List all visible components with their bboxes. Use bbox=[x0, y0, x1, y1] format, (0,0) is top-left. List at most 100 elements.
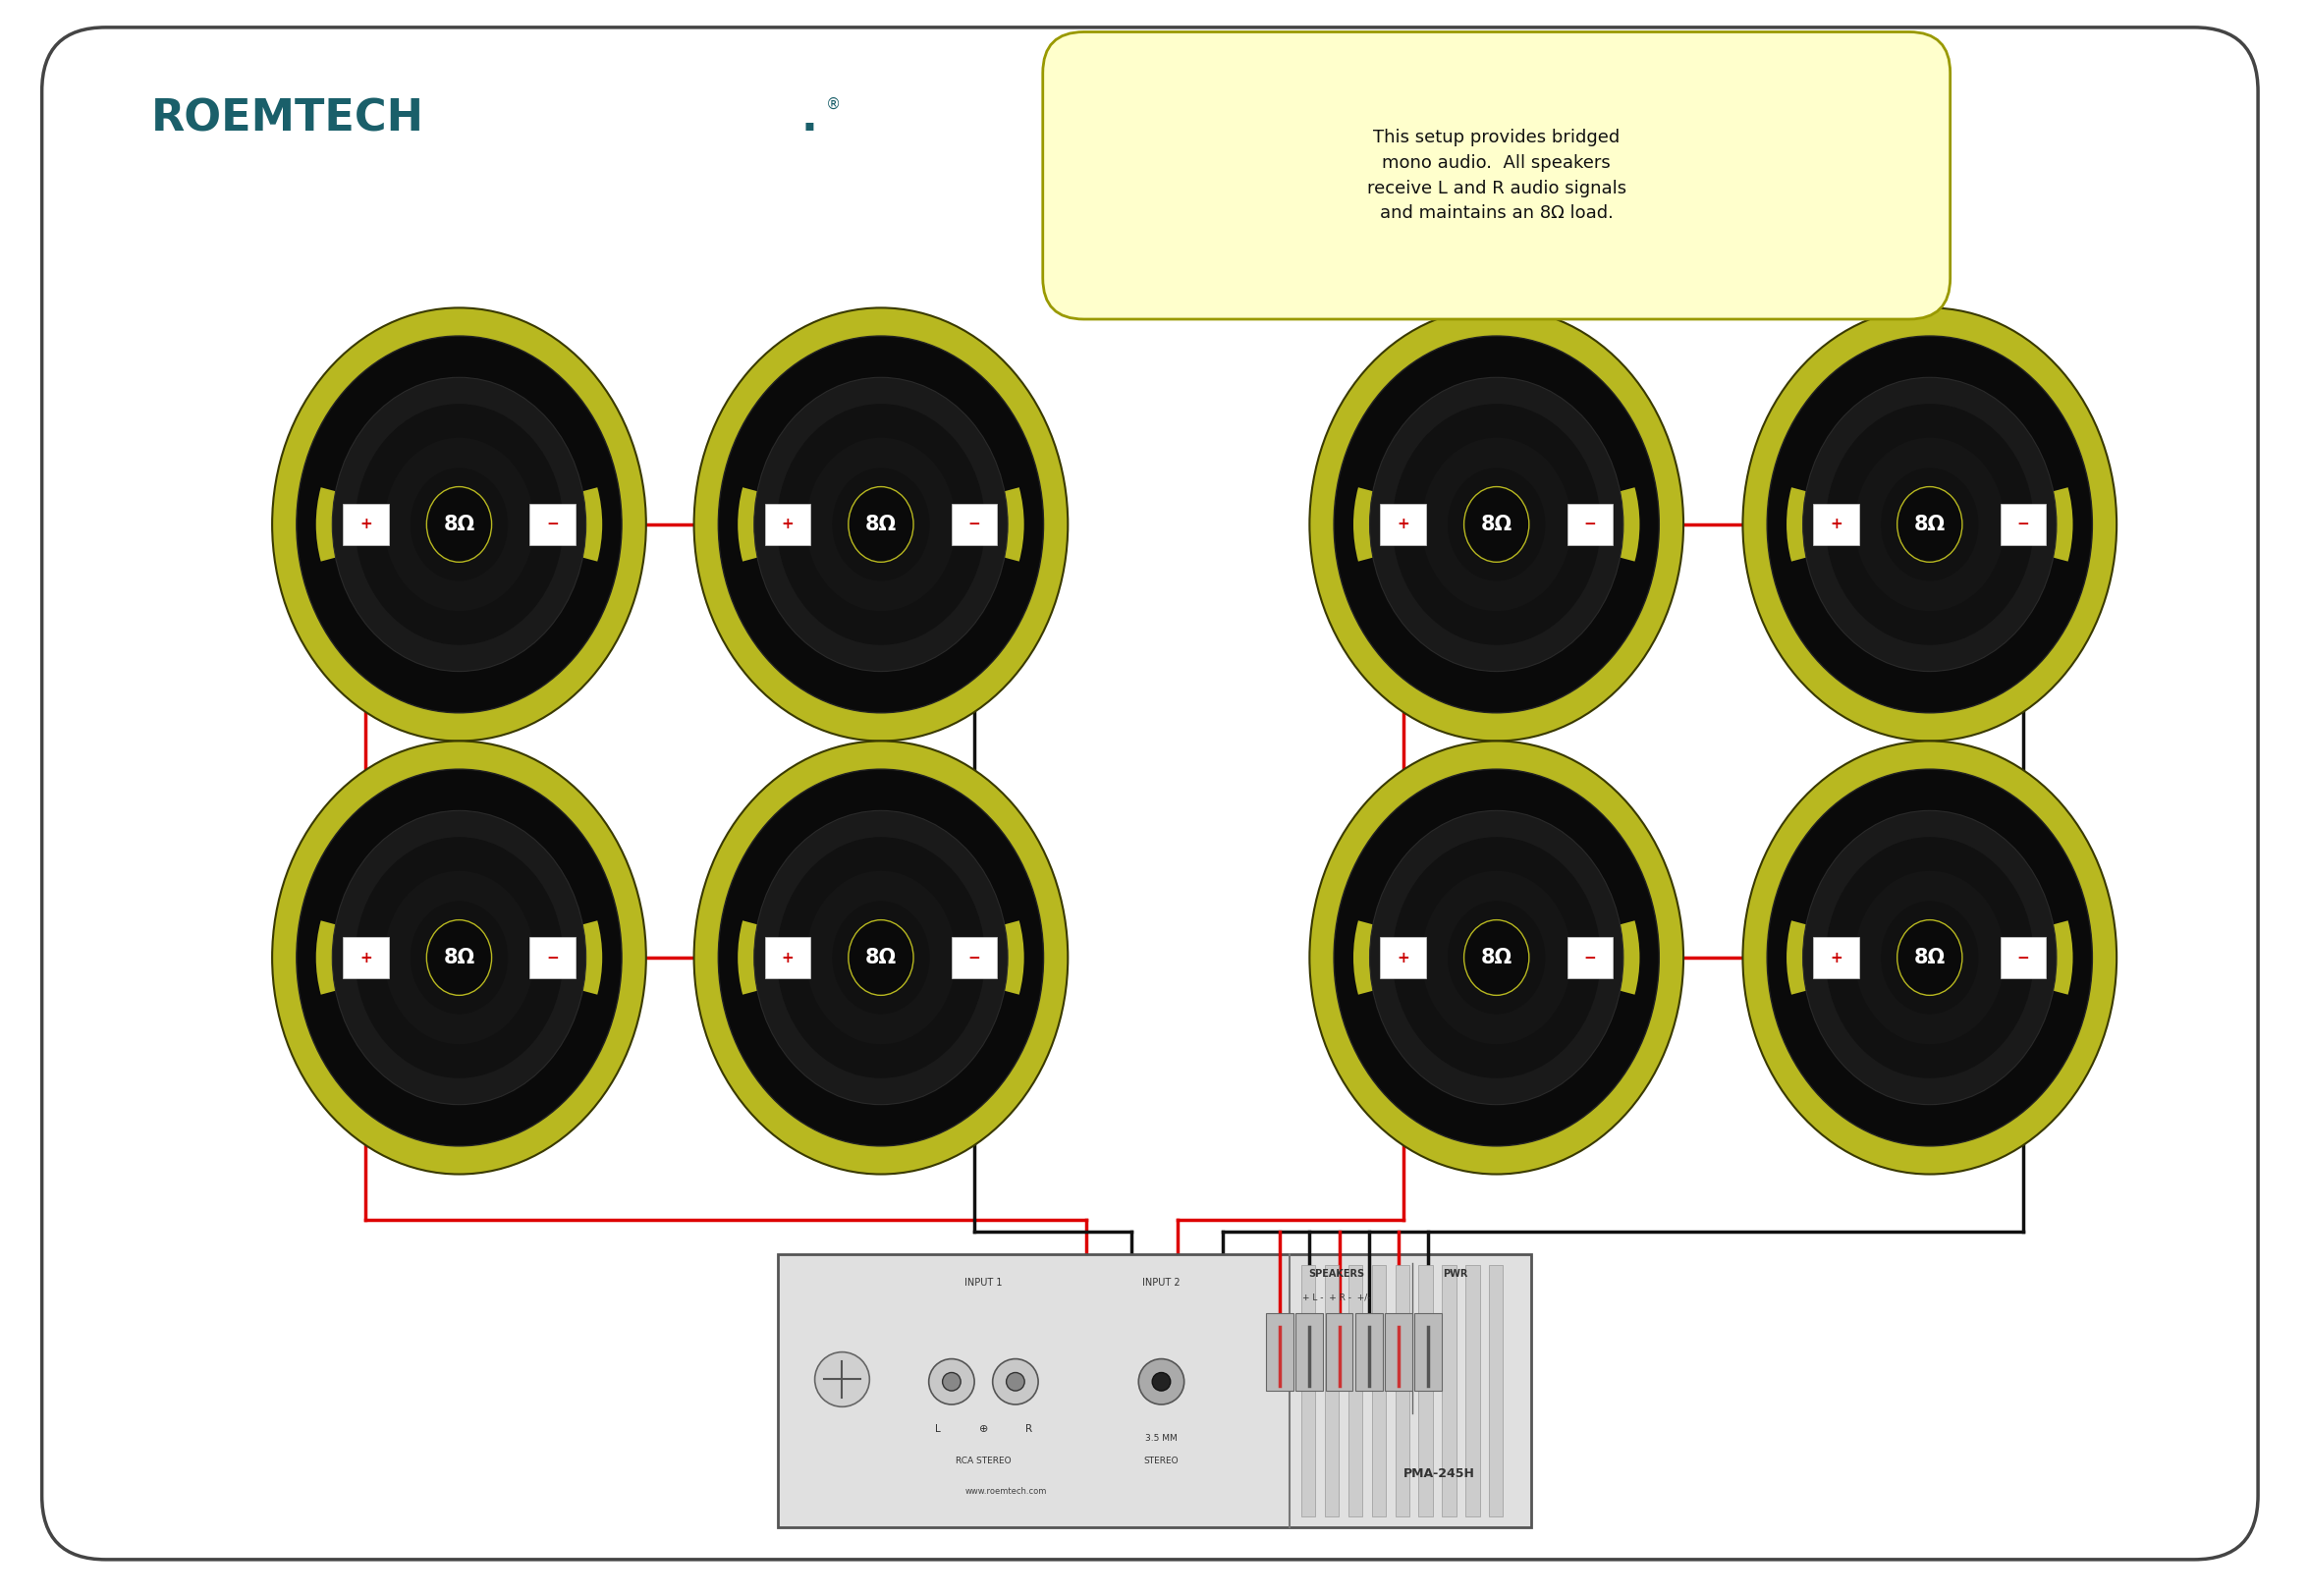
Wedge shape bbox=[1448, 381, 1545, 444]
Wedge shape bbox=[1787, 487, 1836, 562]
Text: −: − bbox=[2016, 517, 2030, 531]
Ellipse shape bbox=[1448, 902, 1545, 1013]
Wedge shape bbox=[411, 381, 508, 444]
Ellipse shape bbox=[1422, 871, 1572, 1044]
Text: ROEMTECH: ROEMTECH bbox=[152, 97, 425, 140]
Ellipse shape bbox=[358, 407, 561, 642]
Circle shape bbox=[993, 1358, 1039, 1404]
Ellipse shape bbox=[1743, 741, 2117, 1175]
FancyBboxPatch shape bbox=[778, 1254, 1531, 1527]
Wedge shape bbox=[1448, 814, 1545, 876]
Text: RCA STEREO: RCA STEREO bbox=[956, 1457, 1011, 1465]
Wedge shape bbox=[1448, 1039, 1545, 1101]
FancyBboxPatch shape bbox=[951, 504, 997, 544]
Ellipse shape bbox=[1369, 377, 1623, 672]
Ellipse shape bbox=[718, 337, 1044, 713]
Wedge shape bbox=[1882, 605, 1979, 667]
Ellipse shape bbox=[1829, 407, 2030, 642]
Text: 8Ω: 8Ω bbox=[1480, 948, 1512, 967]
Wedge shape bbox=[1591, 921, 1639, 994]
Circle shape bbox=[1152, 1373, 1171, 1390]
Ellipse shape bbox=[356, 404, 563, 645]
Text: +: + bbox=[1831, 950, 1843, 966]
Ellipse shape bbox=[383, 437, 533, 611]
Ellipse shape bbox=[1766, 337, 2092, 713]
FancyBboxPatch shape bbox=[42, 27, 2258, 1559]
Text: +: + bbox=[780, 950, 794, 966]
FancyBboxPatch shape bbox=[529, 937, 575, 978]
Wedge shape bbox=[739, 921, 787, 994]
Wedge shape bbox=[974, 487, 1023, 562]
Text: www.roemtech.com: www.roemtech.com bbox=[965, 1486, 1048, 1495]
FancyBboxPatch shape bbox=[1325, 1314, 1353, 1390]
FancyBboxPatch shape bbox=[1813, 937, 1859, 978]
Text: +: + bbox=[1397, 950, 1408, 966]
Ellipse shape bbox=[1826, 404, 2034, 645]
Ellipse shape bbox=[1448, 468, 1545, 581]
FancyBboxPatch shape bbox=[1355, 1314, 1383, 1390]
Wedge shape bbox=[2025, 921, 2073, 994]
FancyBboxPatch shape bbox=[1489, 1266, 1503, 1516]
FancyBboxPatch shape bbox=[1381, 504, 1427, 544]
Ellipse shape bbox=[1803, 377, 2057, 672]
Text: .: . bbox=[801, 97, 817, 140]
Wedge shape bbox=[739, 487, 787, 562]
Ellipse shape bbox=[776, 836, 986, 1079]
FancyBboxPatch shape bbox=[342, 937, 388, 978]
Text: +: + bbox=[360, 517, 372, 531]
Ellipse shape bbox=[1335, 337, 1660, 713]
Text: SPEAKERS: SPEAKERS bbox=[1309, 1269, 1365, 1278]
FancyBboxPatch shape bbox=[1302, 1266, 1316, 1516]
Ellipse shape bbox=[780, 407, 981, 642]
Ellipse shape bbox=[1448, 468, 1545, 581]
Text: −: − bbox=[547, 517, 559, 531]
Ellipse shape bbox=[1422, 871, 1572, 1044]
Wedge shape bbox=[1353, 487, 1402, 562]
Ellipse shape bbox=[695, 741, 1067, 1175]
FancyBboxPatch shape bbox=[2000, 504, 2046, 544]
Ellipse shape bbox=[1854, 871, 2004, 1044]
FancyBboxPatch shape bbox=[764, 937, 810, 978]
Ellipse shape bbox=[1422, 437, 1572, 611]
Ellipse shape bbox=[411, 902, 508, 1013]
Circle shape bbox=[1138, 1358, 1185, 1404]
Ellipse shape bbox=[1854, 437, 2004, 611]
FancyBboxPatch shape bbox=[1372, 1266, 1385, 1516]
Circle shape bbox=[815, 1352, 870, 1406]
Text: L: L bbox=[935, 1424, 940, 1433]
Wedge shape bbox=[831, 1039, 931, 1101]
Circle shape bbox=[1007, 1373, 1025, 1390]
FancyBboxPatch shape bbox=[1466, 1266, 1480, 1516]
Ellipse shape bbox=[1898, 919, 1963, 996]
Text: +: + bbox=[780, 517, 794, 531]
Wedge shape bbox=[1787, 921, 1836, 994]
Ellipse shape bbox=[755, 377, 1007, 672]
Text: 8Ω: 8Ω bbox=[1480, 514, 1512, 535]
Text: −: − bbox=[1584, 950, 1596, 966]
Text: + L -  + R -  +/-: + L - + R - +/- bbox=[1302, 1293, 1372, 1302]
Text: −: − bbox=[1584, 517, 1596, 531]
Wedge shape bbox=[1448, 605, 1545, 667]
Wedge shape bbox=[1353, 921, 1402, 994]
Ellipse shape bbox=[780, 841, 981, 1074]
Wedge shape bbox=[1882, 1039, 1979, 1101]
Text: −: − bbox=[547, 950, 559, 966]
Ellipse shape bbox=[427, 919, 492, 996]
Text: ®: ® bbox=[827, 97, 840, 112]
FancyBboxPatch shape bbox=[1395, 1266, 1408, 1516]
Wedge shape bbox=[1882, 381, 1979, 444]
Text: 3.5 MM: 3.5 MM bbox=[1145, 1435, 1178, 1443]
Text: INPUT 1: INPUT 1 bbox=[965, 1278, 1002, 1288]
Ellipse shape bbox=[1854, 871, 2004, 1044]
Wedge shape bbox=[411, 1039, 508, 1101]
Wedge shape bbox=[974, 921, 1023, 994]
Ellipse shape bbox=[296, 337, 621, 713]
Ellipse shape bbox=[1395, 407, 1598, 642]
Wedge shape bbox=[411, 814, 508, 876]
Ellipse shape bbox=[806, 437, 956, 611]
Ellipse shape bbox=[356, 836, 563, 1079]
Ellipse shape bbox=[847, 919, 914, 996]
Text: This setup provides bridged
mono audio.  All speakers
receive L and R audio sign: This setup provides bridged mono audio. … bbox=[1367, 129, 1626, 222]
Wedge shape bbox=[316, 921, 365, 994]
FancyBboxPatch shape bbox=[1325, 1266, 1339, 1516]
